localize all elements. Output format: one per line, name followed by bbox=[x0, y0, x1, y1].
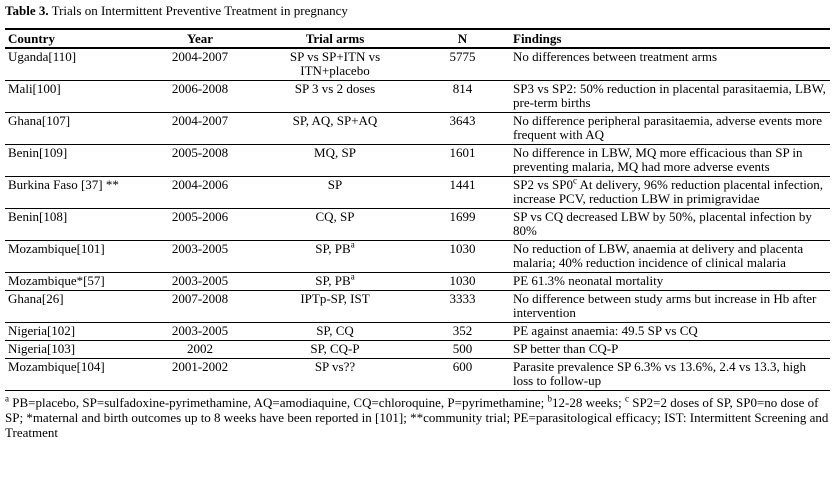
table-cell: IPTp-SP, IST bbox=[255, 290, 415, 323]
superscript: a bbox=[350, 271, 355, 282]
table-cell: 2004-2007 bbox=[145, 112, 255, 145]
table-row: Mali[100] 2006-2008 SP 3 vs 2 doses 814 SP3 … bbox=[5, 80, 830, 113]
table-cell: SP vs?? bbox=[255, 358, 415, 391]
table-cell: 2003-2005 bbox=[145, 272, 255, 291]
trials-table: Country Year Trial arms N Findings Uganda[11… bbox=[5, 28, 830, 391]
column-header: Year bbox=[145, 28, 255, 49]
table-cell: SP better than CQ-P bbox=[510, 340, 830, 359]
table-row: Uganda[110] 2004-2007 SP vs SP+ITN vs ITN+… bbox=[5, 48, 830, 81]
superscript: a bbox=[5, 393, 9, 404]
table-cell: SP, CQ bbox=[255, 322, 415, 341]
table-cell: No difference peripheral parasitaemia, a… bbox=[510, 112, 830, 145]
text-segment: SP, PB bbox=[315, 241, 351, 256]
table-cell: 3333 bbox=[415, 290, 510, 323]
text-segment: SP2 vs SP0 bbox=[513, 177, 573, 192]
table-cell: Mozambique*[57] bbox=[5, 272, 145, 291]
table-row: Ghana[107] 2004-2007 SP, AQ, SP+AQ 3643 No d… bbox=[5, 112, 830, 145]
table-cell: 1441 bbox=[415, 176, 510, 209]
column-header: Findings bbox=[510, 28, 830, 49]
text-segment: SP2=2 doses of SP, SP0=no dose of SP; *m… bbox=[5, 395, 829, 440]
table-cell: Parasite prevalence SP 6.3% vs 13.6%, 2.… bbox=[510, 358, 830, 391]
table-cell: SP3 vs SP2: 50% reduction in placental p… bbox=[510, 80, 830, 113]
superscript: c bbox=[572, 175, 577, 186]
table-cell: PE 61.3% neonatal mortality bbox=[510, 272, 830, 291]
table-cell: Mali[100] bbox=[5, 80, 145, 113]
table-cell: Nigeria[103] bbox=[5, 340, 145, 359]
table-cell: Nigeria[102] bbox=[5, 322, 145, 341]
table-row: Mozambique*[57] 2003-2005 SP, PBa 1030 PE 61… bbox=[5, 271, 830, 291]
table-row: Nigeria[102] 2003-2005 SP, CQ 352 PE against… bbox=[5, 322, 830, 341]
table-row: Nigeria[103] 2002 SP, CQ-P 500 SP better tha… bbox=[5, 340, 830, 359]
table-row: Burkina Faso [37] ** 2004-2006 SP 1441 SP2 v… bbox=[5, 175, 830, 209]
table-cell: No differences between treatment arms bbox=[510, 48, 830, 81]
table-cell: SP, CQ-P bbox=[255, 340, 415, 359]
table-cell: 352 bbox=[415, 322, 510, 341]
table-cell: 600 bbox=[415, 358, 510, 391]
table-cell: 2005-2008 bbox=[145, 144, 255, 177]
table-cell: MQ, SP bbox=[255, 144, 415, 177]
column-header: Country bbox=[5, 28, 145, 49]
table-cell: 2002 bbox=[145, 340, 255, 359]
text-segment: 12-28 weeks; bbox=[552, 395, 625, 410]
table-cell: SP, AQ, SP+AQ bbox=[255, 112, 415, 145]
table-row: Benin[109] 2005-2008 MQ, SP 1601 No differen… bbox=[5, 144, 830, 177]
table-cell: 2004-2006 bbox=[145, 176, 255, 209]
table-cell: 3643 bbox=[415, 112, 510, 145]
table-row: Mozambique[101] 2003-2005 SP, PBa 1030 No re… bbox=[5, 239, 830, 273]
superscript: b bbox=[547, 393, 553, 404]
table-cell: 5775 bbox=[415, 48, 510, 81]
table-row: Benin[108] 2005-2006 CQ, SP 1699 SP vs CQ de… bbox=[5, 208, 830, 241]
table-cell: 2005-2006 bbox=[145, 208, 255, 241]
table-cell: Mozambique[101] bbox=[5, 240, 145, 273]
table-cell: No difference in LBW, MQ more efficaciou… bbox=[510, 144, 830, 177]
table-label: Table 3. bbox=[5, 3, 49, 18]
header-row: Country Year Trial arms N Findings bbox=[5, 28, 830, 49]
table-cell: PE against anaemia: 49.5 SP vs CQ bbox=[510, 322, 830, 341]
table-row: Mozambique[104] 2001-2002 SP vs?? 600 Parasi… bbox=[5, 358, 830, 391]
table-cell: Burkina Faso [37] ** bbox=[5, 176, 145, 209]
footnote: a PB=placebo, SP=sulfadoxine-pyrimethami… bbox=[5, 393, 830, 440]
table-cell: Ghana[107] bbox=[5, 112, 145, 145]
table-cell: 2003-2005 bbox=[145, 322, 255, 341]
text-segment: SP, PB bbox=[315, 273, 351, 288]
table-cell: No difference between study arms but inc… bbox=[510, 290, 830, 323]
table-cell: 500 bbox=[415, 340, 510, 359]
table-cell: 2006-2008 bbox=[145, 80, 255, 113]
table-cell: SP, PBa bbox=[255, 271, 415, 291]
superscript: c bbox=[624, 393, 629, 404]
table-row: Ghana[26] 2007-2008 IPTp-SP, IST 3333 No dif… bbox=[5, 290, 830, 323]
table-cell: SP bbox=[255, 176, 415, 209]
table-cell: 1699 bbox=[415, 208, 510, 241]
table-title: Table 3. Trials on Intermittent Preventi… bbox=[5, 2, 830, 20]
table-body: Uganda[110] 2004-2007 SP vs SP+ITN vs ITN+… bbox=[5, 48, 830, 391]
table-cell: 814 bbox=[415, 80, 510, 113]
table-cell: Benin[109] bbox=[5, 144, 145, 177]
table-cell: SP vs CQ decreased LBW by 50%, placental… bbox=[510, 208, 830, 241]
table-cell: Uganda[110] bbox=[5, 48, 145, 81]
table-cell: SP, PBa bbox=[255, 239, 415, 273]
table-cell: SP2 vs SP0c At delivery, 96% reduction p… bbox=[510, 175, 830, 209]
table-cell: Benin[108] bbox=[5, 208, 145, 241]
title-text: Trials on Intermittent Preventive Treatm… bbox=[51, 3, 348, 18]
table-cell: 1601 bbox=[415, 144, 510, 177]
text-segment: At delivery, 96% reduction placental inf… bbox=[513, 177, 824, 206]
column-header: Trial arms bbox=[255, 28, 415, 49]
text-segment: PB=placebo, SP=sulfadoxine-pyrimethamine… bbox=[9, 395, 548, 410]
table-cell: 2001-2002 bbox=[145, 358, 255, 391]
column-header: N bbox=[415, 28, 510, 49]
table-cell: 2007-2008 bbox=[145, 290, 255, 323]
table-cell: 2004-2007 bbox=[145, 48, 255, 81]
superscript: a bbox=[350, 239, 355, 250]
table-cell: 2003-2005 bbox=[145, 240, 255, 273]
table-cell: 1030 bbox=[415, 272, 510, 291]
table-cell: SP vs SP+ITN vs ITN+placebo bbox=[255, 48, 415, 81]
page: Table 3. Trials on Intermittent Preventi… bbox=[5, 2, 830, 440]
table-cell: SP 3 vs 2 doses bbox=[255, 80, 415, 113]
table-cell: CQ, SP bbox=[255, 208, 415, 241]
table-cell: Ghana[26] bbox=[5, 290, 145, 323]
table-cell: 1030 bbox=[415, 240, 510, 273]
table-cell: No reduction of LBW, anaemia at delivery… bbox=[510, 240, 830, 273]
table-cell: Mozambique[104] bbox=[5, 358, 145, 391]
